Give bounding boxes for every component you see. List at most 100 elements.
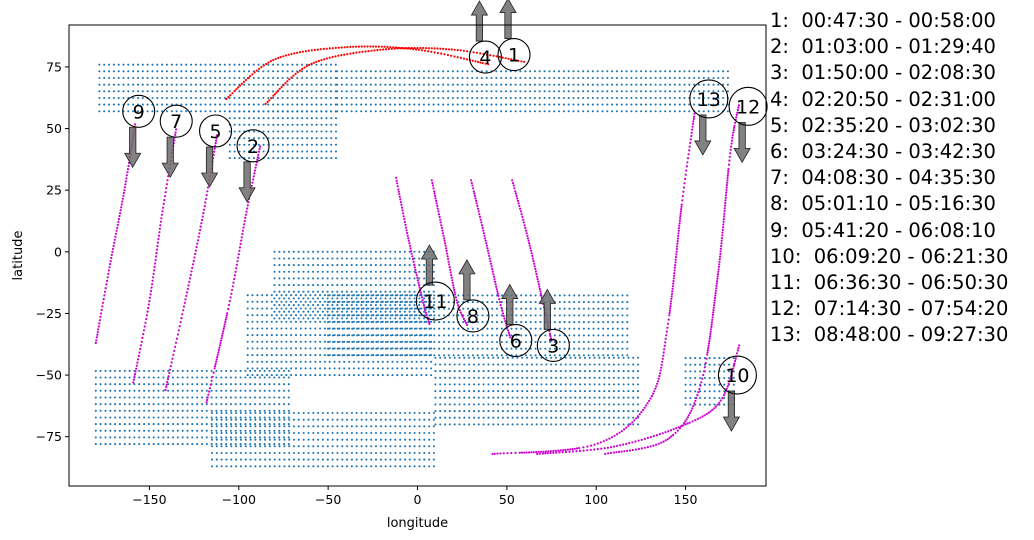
coverage-region <box>210 411 435 468</box>
pass-marker-4: 4 <box>468 40 502 74</box>
pass-track-13 <box>491 112 696 456</box>
pass-marker-6: 6 <box>499 324 533 358</box>
marker-ring <box>717 355 757 395</box>
legend-item: 8: 05:01:10 - 05:16:30 <box>770 192 996 216</box>
legend-item: 5: 02:35:20 - 03:02:30 <box>770 113 996 137</box>
x-axis-label: longitude <box>387 516 448 531</box>
y-tick-label: −75 <box>36 429 62 444</box>
coverage-region <box>336 70 729 113</box>
marker-ring <box>728 86 768 126</box>
legend-item: 10: 06:09:20 - 06:21:30 <box>770 244 1009 268</box>
legend-item: 12: 07:14:30 - 07:54:20 <box>770 297 1009 321</box>
direction-arrow-3 <box>538 288 557 330</box>
legend-item: 4: 02:20:50 - 02:31:00 <box>770 87 996 111</box>
legend-item: 3: 01:50:00 - 02:08:30 <box>770 61 996 85</box>
direction-arrow-5 <box>200 146 219 188</box>
pass-track-10 <box>536 344 741 456</box>
marker-ring <box>236 129 270 163</box>
coverage-points <box>94 63 735 468</box>
y-tick-label: 25 <box>46 183 62 198</box>
pass-marker-5: 5 <box>198 114 233 148</box>
marker-label: 11 <box>423 291 447 313</box>
pass-marker-13: 13 <box>689 79 729 119</box>
marker-label: 3 <box>547 335 559 357</box>
coverage-region <box>434 356 640 426</box>
y-tick-label: 50 <box>46 121 62 136</box>
x-tick-label: −50 <box>315 492 341 507</box>
legend-item: 11: 06:36:30 - 06:50:30 <box>770 271 1009 295</box>
marker-label: 4 <box>479 47 491 69</box>
x-tick-label: 0 <box>414 492 422 507</box>
pass-marker-8: 8 <box>456 299 490 333</box>
x-tick-label: 150 <box>674 492 698 507</box>
legend-item: 13: 08:48:00 - 09:27:30 <box>770 323 1009 347</box>
pass-marker-7: 7 <box>159 104 193 138</box>
direction-arrow-4 <box>470 0 489 42</box>
legend-item: 7: 04:08:30 - 04:35:30 <box>770 166 996 190</box>
direction-arrow-11 <box>420 244 439 286</box>
pass-track-1 <box>264 46 526 105</box>
coverage-region <box>327 294 629 357</box>
pass-track-4 <box>225 45 490 101</box>
pass-marker-1: 1 <box>497 38 531 72</box>
pass-marker-12: 12 <box>728 86 768 126</box>
direction-arrow-7 <box>161 136 179 178</box>
coverage-region <box>273 250 435 320</box>
pass-marker-2: 2 <box>236 129 270 163</box>
pass-tracks <box>94 45 741 456</box>
coverage-region <box>94 369 290 446</box>
pass-marker-11: 11 <box>415 281 455 321</box>
pass-track-11 <box>395 176 431 325</box>
pass-track-2 <box>205 145 262 404</box>
marker-ring <box>456 299 490 333</box>
x-tick-label: 100 <box>584 492 608 507</box>
x-tick-label: −100 <box>222 492 256 507</box>
marker-ring <box>499 324 533 358</box>
legend-item: 6: 03:24:30 - 03:42:30 <box>770 140 996 164</box>
marker-label: 1 <box>508 45 520 67</box>
marker-label: 10 <box>725 365 749 387</box>
coverage-region <box>228 110 338 160</box>
marker-ring <box>468 40 502 74</box>
y-tick-label: −25 <box>36 306 62 321</box>
marker-label: 8 <box>467 306 479 328</box>
marker-ring <box>415 281 455 321</box>
marker-label: 5 <box>210 121 222 143</box>
pass-track-7 <box>132 128 178 384</box>
legend-item: 9: 05:41:20 - 06:08:10 <box>770 218 996 242</box>
marker-label: 6 <box>510 331 522 353</box>
direction-arrow-2 <box>238 161 256 203</box>
y-axis-label: latitude <box>11 231 26 281</box>
legend-item: 2: 01:03:00 - 01:29:40 <box>770 35 996 59</box>
x-tick-label: 50 <box>499 492 515 507</box>
marker-ring <box>536 328 570 363</box>
pass-track-12 <box>604 104 741 456</box>
marker-label: 2 <box>247 136 259 158</box>
direction-arrows <box>124 0 751 432</box>
marker-ring <box>497 38 531 72</box>
marker-ring <box>159 104 193 138</box>
marker-label: 7 <box>170 111 182 133</box>
marker-ring <box>689 79 729 119</box>
pass-time-legend: 1: 00:47:30 - 00:58:00 2: 01:03:00 - 01:… <box>770 8 1008 349</box>
direction-arrow-13 <box>694 114 712 156</box>
marker-label: 9 <box>133 101 145 123</box>
pass-marker-10: 10 <box>717 355 757 395</box>
y-tick-label: 75 <box>46 59 62 74</box>
marker-label: 13 <box>697 89 721 111</box>
direction-arrow-12 <box>733 121 751 164</box>
pass-track-8 <box>430 179 469 327</box>
direction-arrow-1 <box>499 0 517 39</box>
marker-label: 12 <box>736 96 760 118</box>
y-tick-label: −50 <box>36 368 62 383</box>
x-tick-label: −150 <box>132 492 166 507</box>
direction-arrow-8 <box>458 259 476 301</box>
direction-arrow-9 <box>124 126 142 169</box>
marker-ring <box>198 114 233 148</box>
direction-arrow-6 <box>501 283 519 325</box>
marker-ring <box>122 94 156 128</box>
y-tick-label: 0 <box>54 244 62 259</box>
